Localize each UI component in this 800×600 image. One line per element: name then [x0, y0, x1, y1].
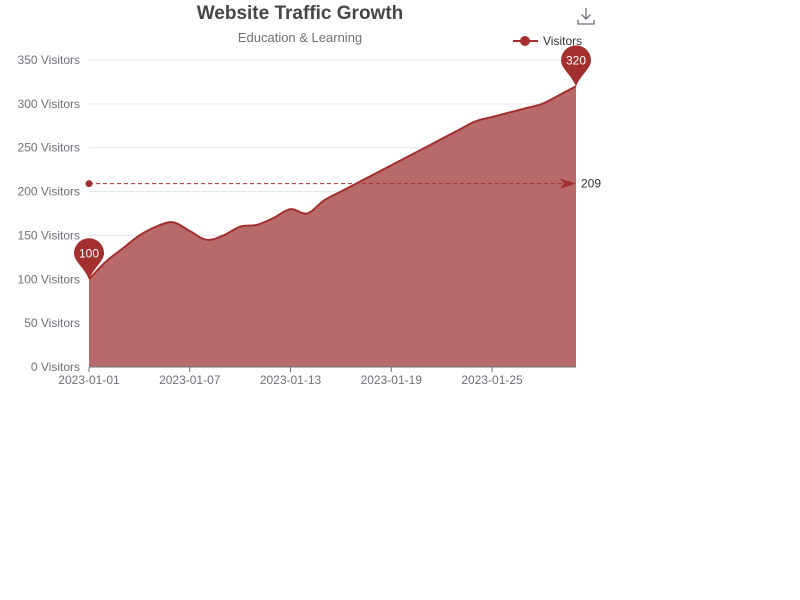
y-tick-label: 100 Visitors — [18, 272, 80, 286]
mark-point-label: 100 — [79, 246, 99, 260]
y-tick-label: 150 Visitors — [18, 228, 80, 242]
mark-point-label: 320 — [566, 53, 586, 67]
y-tick-label: 50 Visitors — [24, 316, 80, 330]
x-axis-ticks: 2023-01-01 2023-01-07 2023-01-13 2023-01-19… — [58, 367, 523, 387]
y-tick-label: 300 Visitors — [18, 97, 80, 111]
y-axis-ticks: 0 Visitors 50 Visitors 100 Visitors 150 Vis… — [18, 53, 80, 374]
download-icon[interactable] — [575, 5, 597, 27]
legend[interactable]: Visitors — [513, 34, 582, 48]
y-tick-label: 0 Visitors — [31, 360, 80, 374]
average-mark-line: 209 — [85, 177, 601, 191]
y-tick-label: 250 Visitors — [18, 141, 80, 155]
series-area — [89, 86, 576, 368]
legend-label: Visitors — [543, 34, 582, 48]
legend-marker-icon — [520, 36, 530, 46]
y-tick-label: 350 Visitors — [18, 53, 80, 67]
pin-marker-icon — [561, 45, 591, 87]
series-line — [88, 85, 577, 280]
x-tick-label: 2023-01-19 — [361, 373, 423, 387]
y-tick-label: 200 Visitors — [18, 185, 80, 199]
mark-point-min: 100 — [74, 238, 104, 280]
x-tick-label: 2023-01-13 — [260, 373, 322, 387]
x-tick-label: 2023-01-01 — [58, 373, 120, 387]
pin-marker-icon — [74, 238, 104, 280]
x-tick-label: 2023-01-25 — [461, 373, 523, 387]
average-line-label: 209 — [581, 177, 601, 191]
x-tick-label: 2023-01-07 — [159, 373, 221, 387]
chart-title: Website Traffic Growth — [197, 3, 404, 24]
average-line-arrow-icon — [560, 178, 576, 189]
chart-subtitle: Education & Learning — [238, 30, 362, 45]
mark-points: 100 320 — [74, 45, 591, 280]
mark-point-max: 320 — [561, 45, 591, 87]
